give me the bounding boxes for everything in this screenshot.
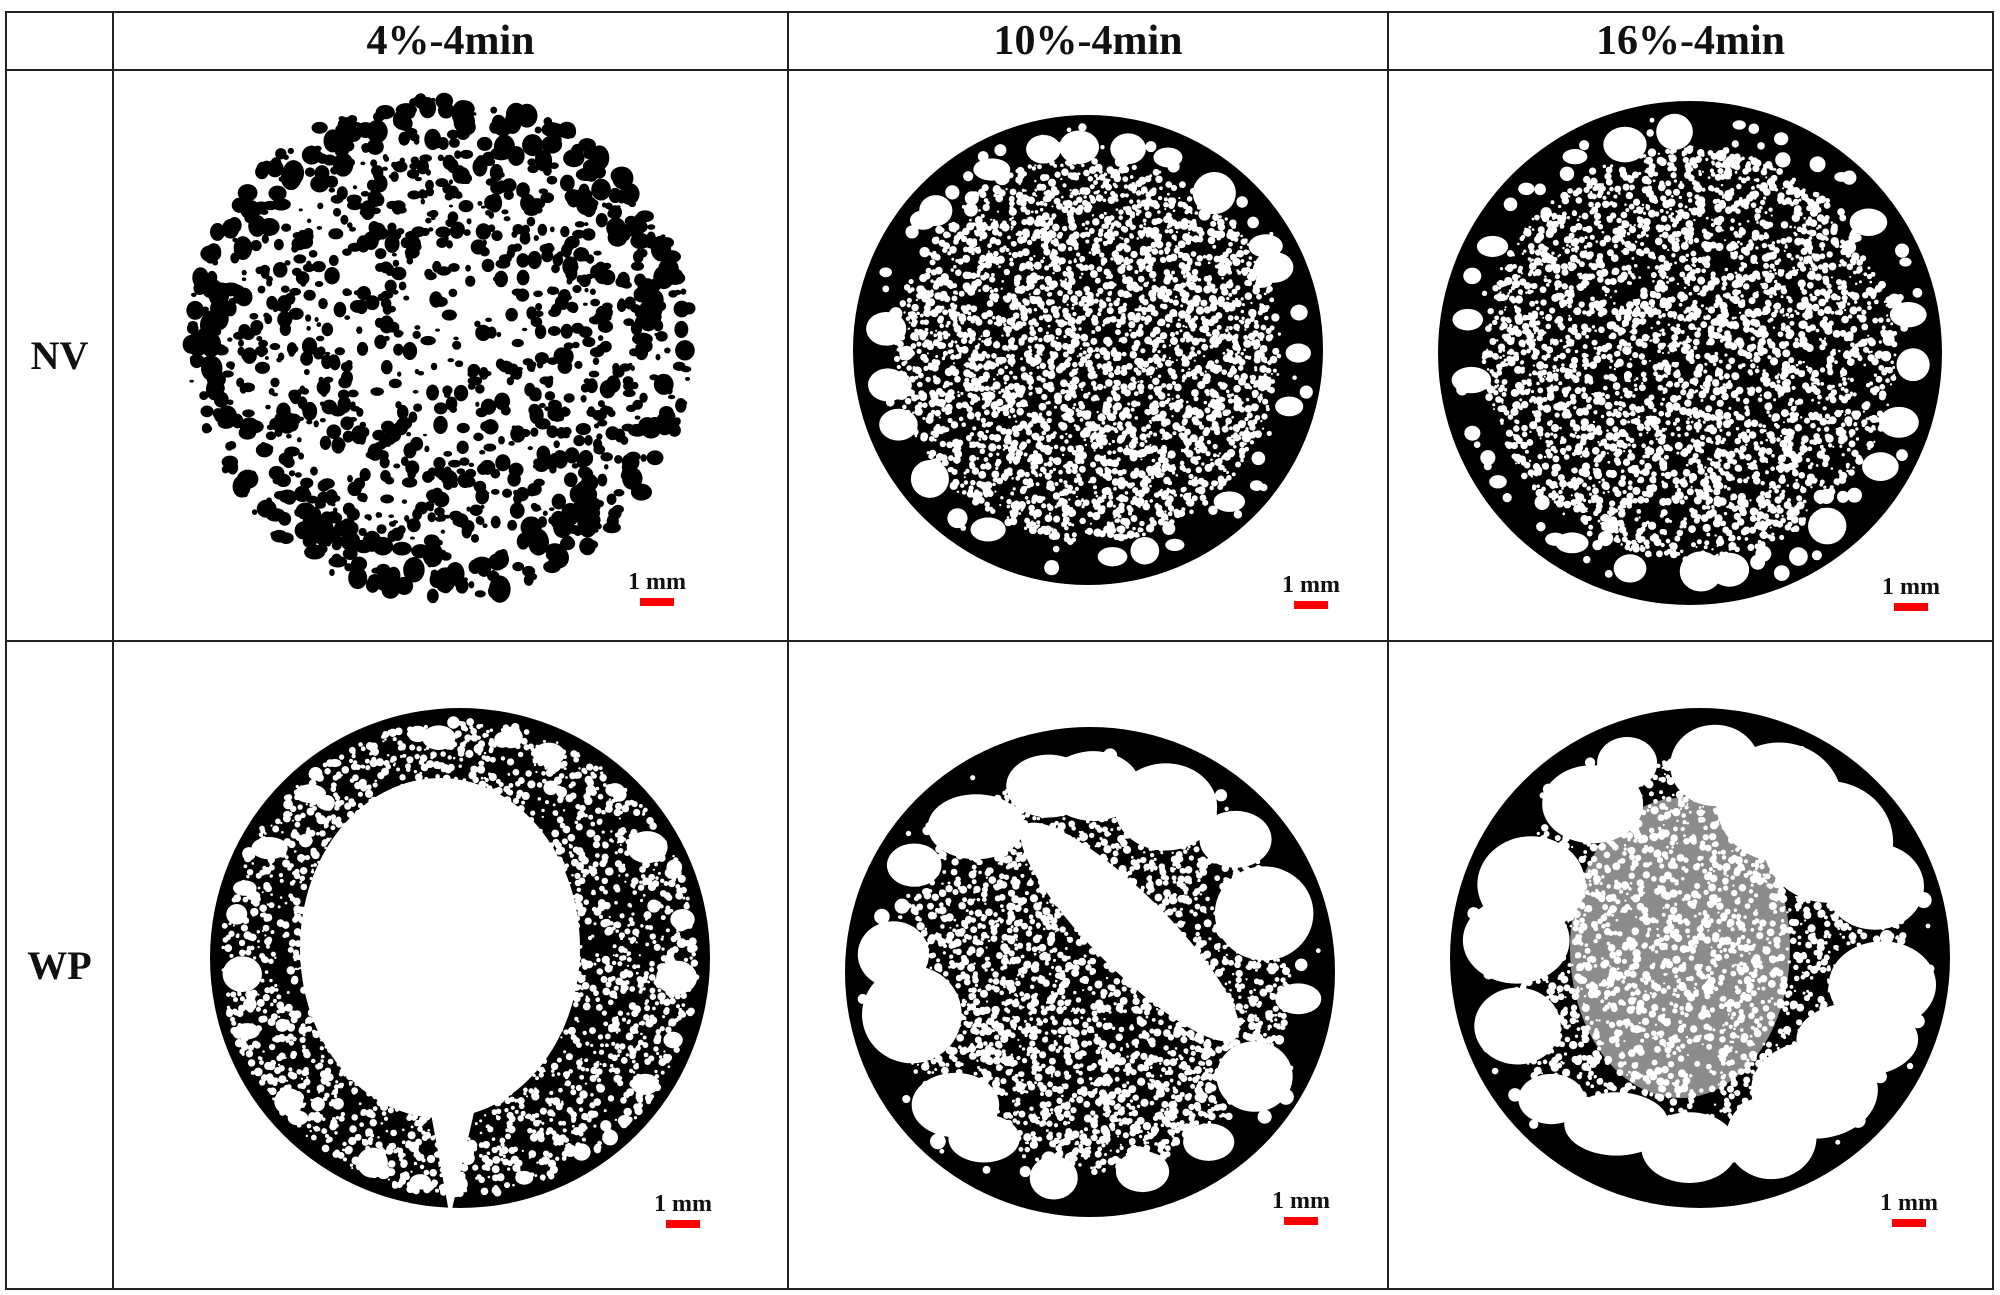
scale-bar-wp-16pct: 1 mm xyxy=(1874,1191,1944,1227)
scale-bar-nv-4pct: 1 mm xyxy=(622,570,692,606)
scale-bar-line xyxy=(1294,601,1328,609)
scale-bar-label: 1 mm xyxy=(1272,1188,1330,1214)
scale-bar-label: 1 mm xyxy=(1882,574,1940,600)
sample-image-wp-10pct xyxy=(788,641,1388,1289)
scale-bar-wp-4pct: 1 mm xyxy=(648,1192,718,1228)
sample-image-wp-16pct xyxy=(1388,641,1993,1289)
row-header-wp: WP xyxy=(27,942,92,988)
sample-image-wp-4pct xyxy=(113,641,788,1289)
scale-bar-nv-10pct: 1 mm xyxy=(1276,573,1346,609)
column-header-16pct: 16%-4min xyxy=(1596,18,1785,64)
scale-bar-label: 1 mm xyxy=(628,569,686,595)
scale-bar-wp-10pct: 1 mm xyxy=(1266,1189,1336,1225)
scale-bar-line xyxy=(666,1220,700,1228)
scale-bar-line xyxy=(1892,1219,1926,1227)
row-header-nv: NV xyxy=(30,333,89,378)
sample-image-nv-10pct xyxy=(788,70,1388,641)
column-header-10pct: 10%-4min xyxy=(993,18,1183,64)
scale-bar-label: 1 mm xyxy=(654,1191,712,1217)
scale-bar-line xyxy=(1894,603,1928,611)
column-header-4pct: 4%-4min xyxy=(366,18,535,64)
sample-image-nv-16pct xyxy=(1388,70,1993,641)
scale-bar-label: 1 mm xyxy=(1880,1190,1938,1216)
scale-bar-label: 1 mm xyxy=(1282,572,1340,598)
scale-bar-line xyxy=(640,598,674,606)
sample-image-nv-4pct xyxy=(113,70,788,641)
scale-bar-line xyxy=(1284,1217,1318,1225)
scale-bar-nv-16pct: 1 mm xyxy=(1876,575,1946,611)
